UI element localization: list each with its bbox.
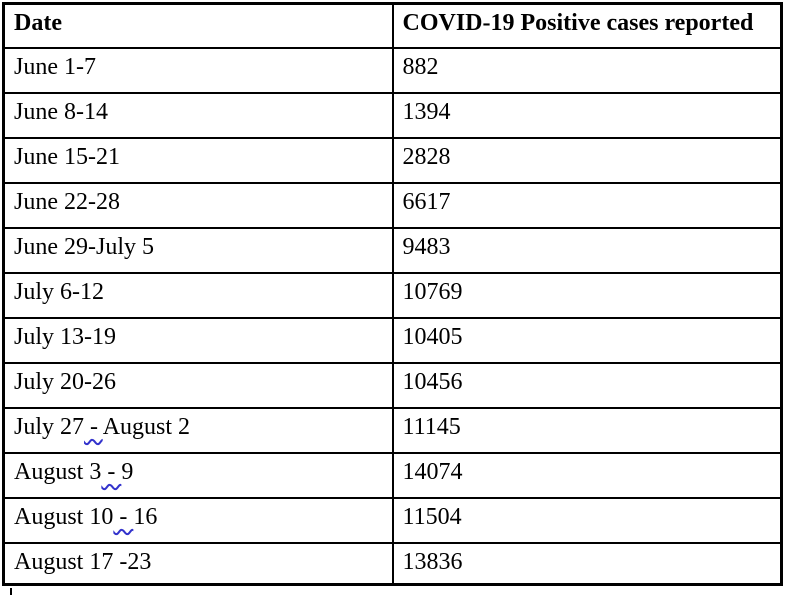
cases-cell[interactable]: 11504 [391,496,783,544]
cases-cell[interactable]: 6617 [391,181,783,229]
date-text: July 6-12 [14,278,104,305]
date-cell[interactable]: June 1-7 [2,46,394,94]
date-text: June 22-28 [14,188,120,215]
grammar-squiggle-text: - [84,413,103,440]
date-cell[interactable]: July 13-19 [2,316,394,364]
date-text: June 1-7 [14,53,96,80]
table-head: Date COVID-19 Positive cases reported [2,2,783,49]
cases-cell[interactable]: 882 [391,46,783,94]
date-cell[interactable]: June 8-14 [2,91,394,139]
cases-cell[interactable]: 10456 [391,361,783,409]
date-text: June 8-14 [14,98,108,125]
cases-cell[interactable]: 10405 [391,316,783,364]
table-row: July 6-12 10769 [2,271,783,319]
date-cell[interactable]: August 17 -23 [2,541,394,586]
cases-cell[interactable]: 10769 [391,271,783,319]
date-text: July 27 [14,413,85,440]
grammar-squiggle-text: - [113,503,134,530]
date-cell[interactable]: August 10 - 16 [2,496,394,544]
date-text: July 20-26 [14,368,116,395]
date-text: 16 [133,503,158,530]
table-row: July 20-26 10456 [2,361,783,409]
text-caret [10,588,12,595]
table-row: August 3 - 9 14074 [2,451,783,499]
date-cell[interactable]: July 6-12 [2,271,394,319]
table-row: June 29-July 5 9483 [2,226,783,274]
covid-cases-table: Date COVID-19 Positive cases reported Ju… [2,2,783,586]
date-text: August 17 -23 [14,548,152,575]
date-cell[interactable]: June 15-21 [2,136,394,184]
date-cell[interactable]: June 22-28 [2,181,394,229]
date-text: August 2 [102,413,191,440]
table-row: August 10 - 16 11504 [2,496,783,544]
cases-cell[interactable]: 1394 [391,91,783,139]
date-cell[interactable]: August 3 - 9 [2,451,394,499]
table-body: June 1-7 882 June 8-14 1394 June 15-21 2828 Ju… [2,46,783,586]
column-header-date[interactable]: Date [2,2,394,49]
cases-cell[interactable]: 2828 [391,136,783,184]
cases-cell[interactable]: 9483 [391,226,783,274]
date-text: July 13-19 [14,323,116,350]
date-text: August 10 [14,503,114,530]
table-row: July 27 - August 2 11145 [2,406,783,454]
table-row: June 22-28 6617 [2,181,783,229]
table-row: June 15-21 2828 [2,136,783,184]
date-text: June 29-July 5 [14,233,154,260]
date-text: 9 [121,458,134,485]
table-row: June 1-7 882 [2,46,783,94]
cases-cell[interactable]: 14074 [391,451,783,499]
table-row: July 13-19 10405 [2,316,783,364]
column-header-cases[interactable]: COVID-19 Positive cases reported [391,2,783,49]
date-text: June 15-21 [14,143,120,170]
date-cell[interactable]: July 27 - August 2 [2,406,394,454]
date-text: August 3 [14,458,102,485]
table-header-row: Date COVID-19 Positive cases reported [2,2,783,49]
cases-cell[interactable]: 13836 [391,541,783,586]
grammar-squiggle-text: - [101,458,122,485]
date-cell[interactable]: June 29-July 5 [2,226,394,274]
cases-cell[interactable]: 11145 [391,406,783,454]
table-row: August 17 -23 13836 [2,541,783,586]
date-cell[interactable]: July 20-26 [2,361,394,409]
table-row: June 8-14 1394 [2,91,783,139]
